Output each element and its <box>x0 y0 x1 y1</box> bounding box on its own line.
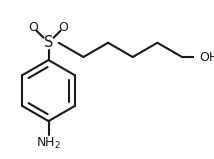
Text: O: O <box>28 21 38 34</box>
Text: OH: OH <box>199 51 214 63</box>
Text: O: O <box>59 21 68 34</box>
Text: S: S <box>44 35 53 50</box>
Text: NH$_2$: NH$_2$ <box>36 136 61 152</box>
